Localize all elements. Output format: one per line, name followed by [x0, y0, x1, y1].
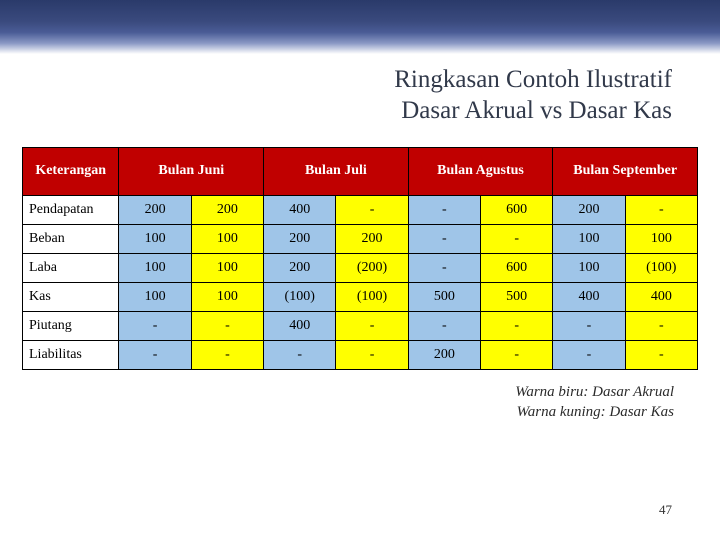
cell: -: [408, 311, 480, 340]
cell: 200: [119, 195, 191, 224]
cell: 200: [191, 195, 263, 224]
table-container: Keterangan Bulan Juni Bulan Juli Bulan A…: [0, 147, 720, 370]
cell: -: [481, 340, 553, 369]
cell: -: [553, 311, 625, 340]
cell: 100: [119, 224, 191, 253]
table-row: Kas 100 100 (100) (100) 500 500 400 400: [23, 282, 698, 311]
cell: -: [481, 224, 553, 253]
cell: -: [625, 340, 697, 369]
cell: 500: [408, 282, 480, 311]
cell: 200: [408, 340, 480, 369]
comparison-table: Keterangan Bulan Juni Bulan Juli Bulan A…: [22, 147, 698, 370]
cell: 200: [553, 195, 625, 224]
cell: 400: [625, 282, 697, 311]
cell: (100): [625, 253, 697, 282]
row-label: Liabilitas: [23, 340, 119, 369]
table-row: Laba 100 100 200 (200) - 600 100 (100): [23, 253, 698, 282]
cell: -: [408, 224, 480, 253]
cell: -: [408, 195, 480, 224]
table-row: Piutang - - 400 - - - - -: [23, 311, 698, 340]
header-keterangan: Keterangan: [23, 147, 119, 195]
cell: 100: [119, 282, 191, 311]
cell: -: [336, 340, 408, 369]
table-row: Beban 100 100 200 200 - - 100 100: [23, 224, 698, 253]
header-juli: Bulan Juli: [264, 147, 409, 195]
row-label: Beban: [23, 224, 119, 253]
cell: 100: [625, 224, 697, 253]
cell: -: [625, 195, 697, 224]
legend-line-2: Warna kuning: Dasar Kas: [517, 404, 674, 420]
cell: 100: [119, 253, 191, 282]
cell: 100: [191, 253, 263, 282]
cell: -: [336, 311, 408, 340]
table-row: Pendapatan 200 200 400 - - 600 200 -: [23, 195, 698, 224]
header-september: Bulan September: [553, 147, 698, 195]
cell: -: [119, 340, 191, 369]
legend-line-1: Warna biru: Dasar Akrual: [515, 384, 674, 400]
cell: 100: [191, 224, 263, 253]
header-juni: Bulan Juni: [119, 147, 264, 195]
row-label: Laba: [23, 253, 119, 282]
table-row: Liabilitas - - - - 200 - - -: [23, 340, 698, 369]
cell: 100: [553, 253, 625, 282]
row-label: Pendapatan: [23, 195, 119, 224]
cell: 200: [264, 224, 336, 253]
cell: 400: [264, 195, 336, 224]
title-line-2: Dasar Akrual vs Dasar Kas: [401, 97, 672, 124]
cell: -: [119, 311, 191, 340]
cell: 600: [481, 253, 553, 282]
cell: 400: [264, 311, 336, 340]
cell: -: [336, 195, 408, 224]
cell: -: [191, 311, 263, 340]
cell: -: [408, 253, 480, 282]
row-label: Kas: [23, 282, 119, 311]
table-header-row: Keterangan Bulan Juni Bulan Juli Bulan A…: [23, 147, 698, 195]
header-agustus: Bulan Agustus: [408, 147, 553, 195]
cell: (100): [264, 282, 336, 311]
top-gradient-band: [0, 0, 720, 54]
cell: -: [625, 311, 697, 340]
cell: 100: [191, 282, 263, 311]
cell: (100): [336, 282, 408, 311]
cell: -: [264, 340, 336, 369]
title-line-1: Ringkasan Contoh Ilustratif: [394, 66, 672, 93]
cell: 200: [336, 224, 408, 253]
legend: Warna biru: Dasar Akrual Warna kuning: D…: [0, 370, 720, 423]
row-label: Piutang: [23, 311, 119, 340]
cell: -: [481, 311, 553, 340]
cell: 600: [481, 195, 553, 224]
slide-title: Ringkasan Contoh Ilustratif Dasar Akrual…: [0, 54, 720, 147]
cell: -: [191, 340, 263, 369]
page-number: 47: [659, 502, 672, 518]
cell: 200: [264, 253, 336, 282]
cell: 100: [553, 224, 625, 253]
cell: -: [553, 340, 625, 369]
cell: 400: [553, 282, 625, 311]
cell: (200): [336, 253, 408, 282]
cell: 500: [481, 282, 553, 311]
